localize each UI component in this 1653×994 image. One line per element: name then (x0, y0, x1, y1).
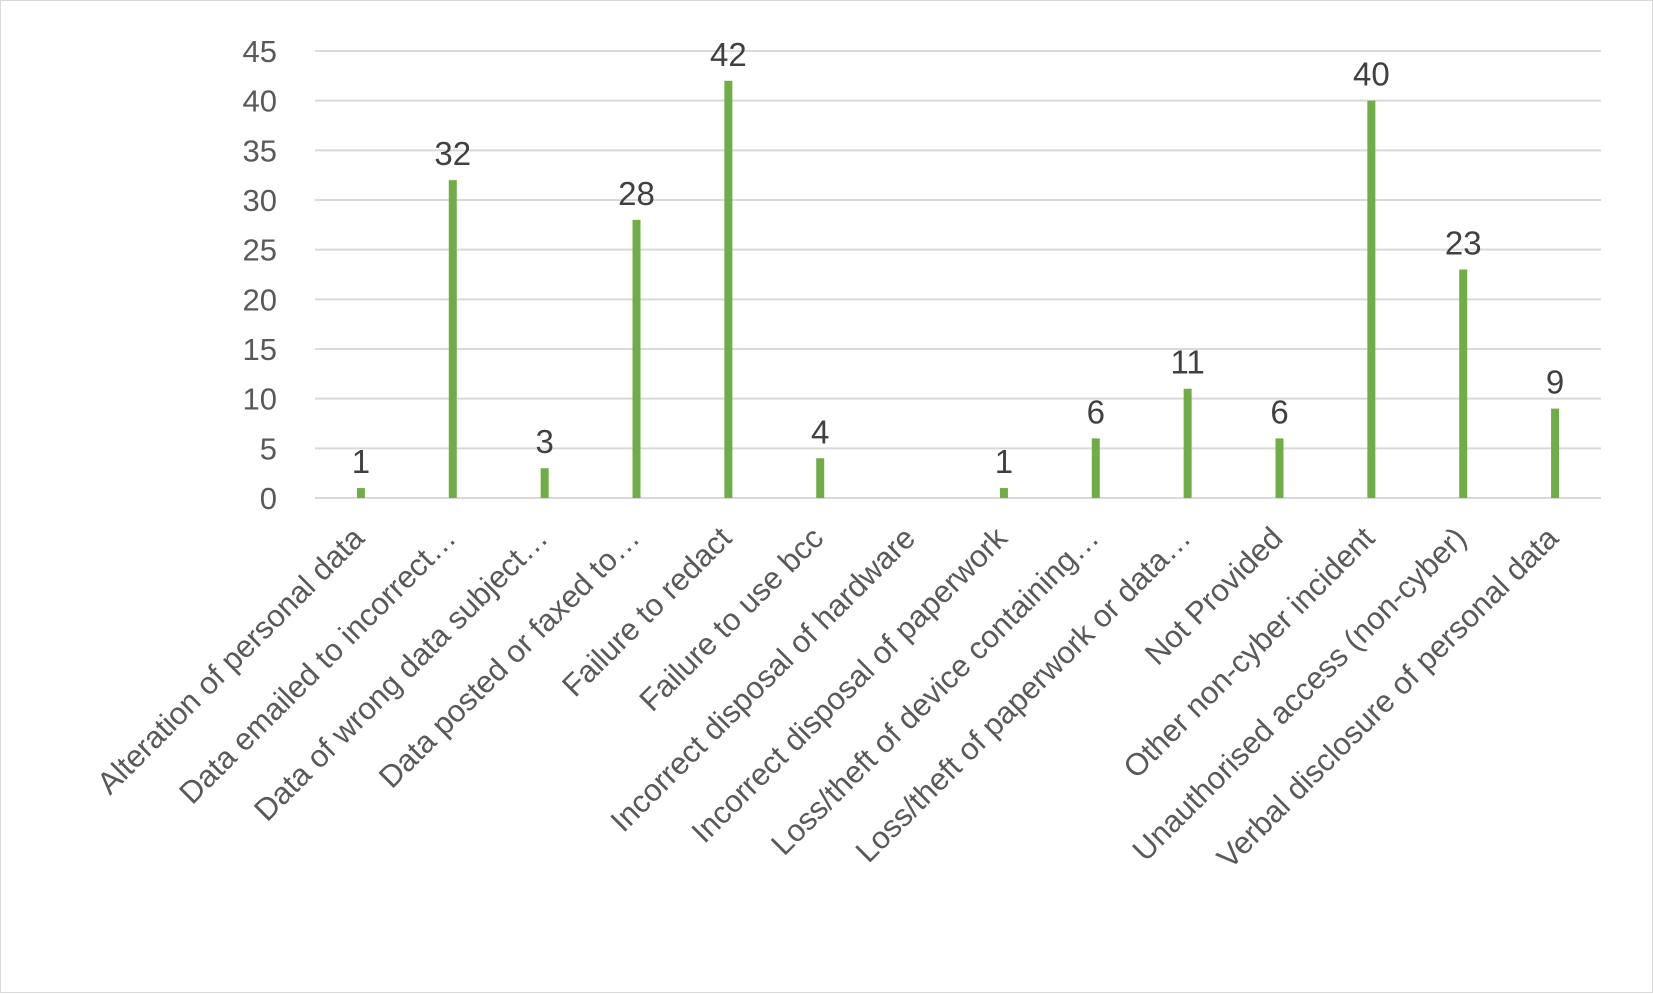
bar (540, 468, 549, 498)
data-label: 3 (535, 423, 553, 460)
data-label: 4 (811, 413, 829, 450)
y-tick-label: 15 (243, 332, 277, 367)
y-tick-label: 25 (243, 233, 277, 268)
bar (1183, 388, 1192, 498)
data-label: 11 (1171, 344, 1205, 381)
y-tick-label: 10 (243, 382, 277, 417)
category-label: Loss/theft of device containing… (764, 520, 1106, 862)
gridlines (315, 50, 1601, 499)
data-label: 40 (1353, 56, 1390, 93)
bar (816, 458, 825, 498)
y-tick-label: 20 (243, 282, 277, 317)
category-label: Loss/theft of paperwork or data… (849, 520, 1198, 869)
bar (448, 180, 457, 498)
bar (1459, 269, 1468, 498)
y-tick-label: 40 (243, 84, 277, 119)
bars (356, 80, 1560, 499)
bar (1275, 438, 1284, 498)
y-tick-label: 30 (243, 183, 277, 218)
bar (1551, 408, 1560, 498)
data-label: 1 (995, 443, 1013, 480)
data-label: 6 (1270, 393, 1288, 430)
y-axis-tick-labels: 0 5 10 15 20 25 30 35 40 45 (243, 34, 277, 516)
bar (1367, 100, 1376, 499)
bar (1091, 438, 1100, 498)
bar (632, 219, 641, 498)
y-tick-label: 45 (243, 34, 277, 69)
data-label: 32 (434, 135, 471, 172)
data-label: 1 (352, 443, 370, 480)
bar (356, 488, 365, 498)
y-tick-label: 0 (260, 481, 277, 516)
data-label: 42 (710, 36, 747, 73)
category-label: Unauthorised access (non-cyber) (1126, 520, 1474, 868)
data-label: 23 (1445, 225, 1482, 262)
data-label: 9 (1546, 364, 1564, 401)
bar (724, 80, 733, 499)
data-label: 28 (618, 175, 655, 212)
bar (999, 488, 1008, 498)
y-tick-label: 5 (260, 431, 277, 466)
category-label: Verbal disclosure of personal data (1210, 520, 1566, 876)
data-label: 6 (1087, 393, 1105, 430)
category-label: Failure to redact (555, 520, 738, 703)
y-tick-label: 35 (243, 133, 277, 168)
